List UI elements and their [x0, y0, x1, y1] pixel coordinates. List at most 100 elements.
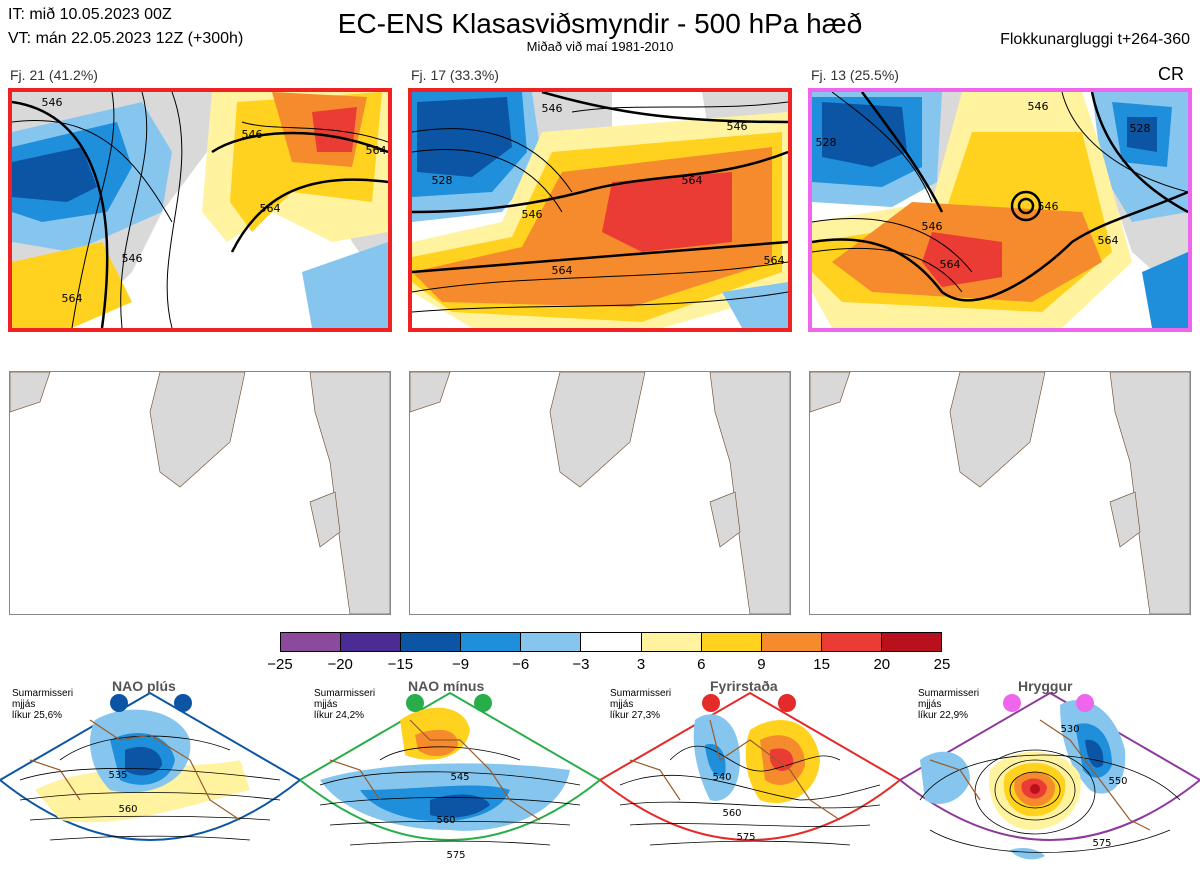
regime-note-line: mjjás: [918, 699, 942, 710]
colorbar-swatch: [760, 633, 821, 651]
anomaly-blue-se: [722, 282, 788, 328]
colorbar-swatch: [820, 633, 881, 651]
contour-label: 575: [736, 832, 755, 843]
contour-label: 528: [816, 136, 837, 149]
anomaly-red: [602, 172, 732, 252]
contour-label: 560: [118, 804, 137, 815]
contour-label: 564: [682, 174, 703, 187]
empty-map-2: [409, 371, 791, 615]
contour-label: 528: [1130, 122, 1151, 135]
regime-note-line: líkur 27,3%: [610, 710, 661, 721]
colorbar-tick-label: 20: [873, 656, 891, 673]
cluster-1-map: 546 564 546 564 546 564: [8, 88, 392, 332]
contour-label: 546: [522, 208, 543, 221]
colorbar-tick-label: 9: [757, 656, 766, 673]
contour-label: 550: [1108, 776, 1127, 787]
empty-map-1: [9, 371, 391, 615]
initial-time: IT: mið 10.05.2023 00Z: [8, 6, 172, 23]
cluster-1-label: Fj. 21 (41.2%): [10, 67, 98, 83]
anomaly-blue-se: [302, 242, 388, 328]
anomaly-red: [312, 107, 357, 152]
contour-label: 546: [1028, 100, 1049, 113]
regime-note-line: líkur 24,2%: [314, 710, 365, 721]
cluster-2-map: 546 546 528 546 564 564 564: [408, 88, 792, 332]
empty-map-3: [809, 371, 1191, 615]
colorbar-swatch: [520, 633, 581, 651]
regime-note: Sumarmisseri mjjás líkur 22,9%: [918, 688, 979, 721]
colorbar-swatch: [880, 633, 942, 651]
cluster-3-map: 528 546 528 546 546 564 564: [808, 88, 1192, 332]
contour-label: 575: [446, 850, 465, 861]
cluster-2-label: Fj. 17 (33.3%): [411, 67, 499, 83]
contour-label: 545: [450, 772, 469, 783]
regime-note-line: mjjás: [12, 699, 36, 710]
regime-title: NAO mínus: [408, 678, 485, 694]
contour-label: 528: [432, 174, 453, 187]
contour-label: 546: [727, 120, 748, 133]
colorbar-swatch: [640, 633, 701, 651]
contour-label: 546: [242, 128, 263, 141]
regime-title: Hryggur: [1018, 678, 1073, 694]
cluster-3-label: Fj. 13 (25.5%): [811, 67, 899, 83]
contour-label: 546: [42, 96, 63, 109]
regime-note-line: Sumarmisseri: [314, 688, 376, 699]
contour-label: 575: [1092, 838, 1111, 849]
anomaly-blue-strong: [417, 97, 512, 177]
colorbar-swatch: [460, 633, 521, 651]
contour-label: 564: [260, 202, 281, 215]
contour-label: 564: [1098, 234, 1119, 247]
contour-label: 546: [922, 220, 943, 233]
regime-note-line: Sumarmisseri: [12, 688, 74, 699]
anomaly-red: [922, 232, 1002, 287]
colorbar-tick-label: 15: [813, 656, 830, 673]
regime-note-line: mjjás: [610, 699, 634, 710]
regime-title: Fyrirstaða: [710, 678, 778, 694]
page-title: EC-ENS Klasasviðsmyndir - 500 hPa hæð: [337, 8, 863, 39]
colorbar-swatch: [340, 633, 401, 651]
contour-label: 546: [1038, 200, 1059, 213]
colorbar-tick-label: 6: [697, 656, 706, 673]
contour-label: 535: [108, 770, 127, 781]
colorbar-swatch: [580, 633, 641, 651]
colorbar-tick-label: 3: [636, 656, 646, 673]
anomaly-blue-ne-strong: [1127, 117, 1157, 152]
contour-label: 564: [62, 292, 83, 305]
cluster-3-regime-tag: CR: [1158, 64, 1184, 84]
colorbar-tick-label: −9: [451, 656, 470, 673]
contour-label: 546: [122, 252, 143, 265]
colorbar-tick-label: −6: [512, 656, 530, 673]
colorbar-swatch: [400, 633, 461, 651]
regime-note-line: mjjás: [314, 699, 338, 710]
colorbar-tick-label: 25: [933, 656, 951, 673]
contour-label: 560: [436, 815, 455, 826]
valid-time: VT: mán 22.05.2023 12Z (+300h): [8, 30, 244, 47]
contour-label: 540: [712, 772, 731, 783]
classification-window: Flokkunargluggi t+264-360: [1000, 31, 1190, 48]
contour-label: 560: [722, 808, 741, 819]
regime-note-line: Sumarmisseri: [918, 688, 980, 699]
anomaly-blue-se: [1142, 252, 1188, 328]
colorbar-tick-label: −25: [267, 656, 293, 673]
regime-title: NAO plús: [112, 678, 176, 694]
contour-label: 564: [940, 258, 961, 271]
contour-label: 564: [764, 254, 785, 267]
contour-label: 546: [542, 102, 563, 115]
contour-label: 530: [1060, 724, 1079, 735]
regime-note-line: líkur 22,9%: [918, 710, 969, 721]
colorbar-tick-label: −3: [572, 656, 590, 673]
regime-note-line: Sumarmisseri: [610, 688, 672, 699]
anomaly-colorbar: [280, 632, 942, 652]
anomaly-blue-strong: [12, 147, 97, 202]
regime-note: Sumarmisseri mjjás líkur 24,2%: [314, 688, 375, 721]
anomaly-blue-strong: [822, 102, 907, 167]
regime-note: Sumarmisseri mjjás líkur 27,3%: [610, 688, 671, 721]
regime-note-line: líkur 25,6%: [12, 710, 63, 721]
colorbar-tick-label: −15: [387, 656, 414, 673]
colorbar-swatch: [700, 633, 761, 651]
anomaly-gold-south: [12, 242, 132, 328]
contour-label: 564: [366, 144, 387, 157]
page-subtitle: Miðað við maí 1981-2010: [526, 39, 674, 54]
contour-label: 564: [552, 264, 573, 277]
colorbar-tick-label: −20: [327, 656, 353, 673]
regime-note: Sumarmisseri mjjás líkur 25,6%: [12, 688, 73, 721]
